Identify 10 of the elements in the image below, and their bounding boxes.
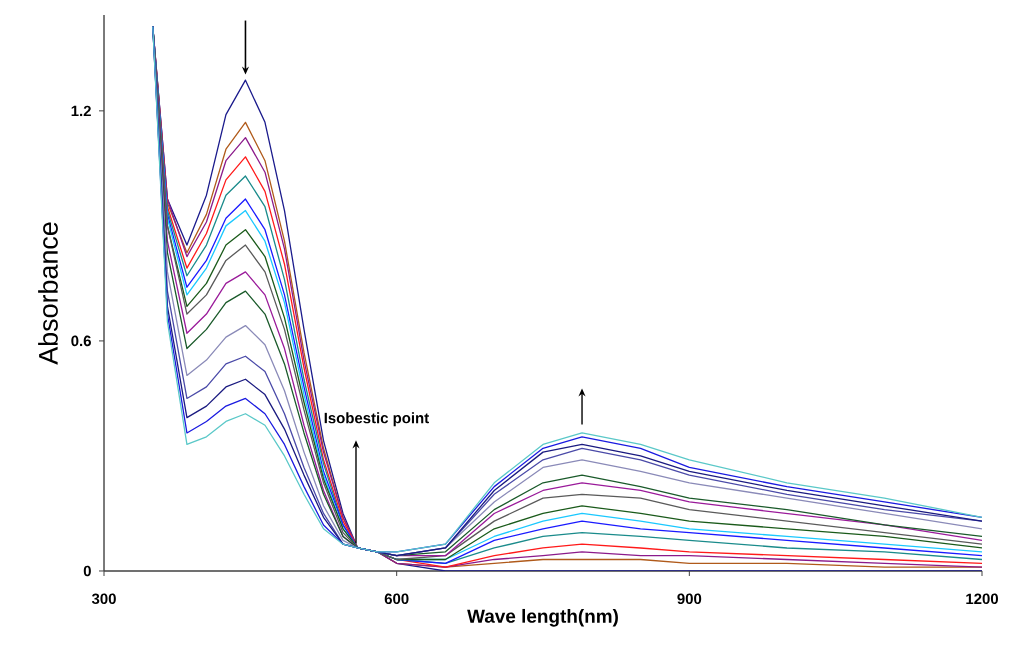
- annotation: Isobestic point: [324, 412, 429, 427]
- x-axis-title: Wave length(nm): [467, 608, 618, 627]
- x-tick-label: 600: [384, 593, 409, 605]
- y-tick-label: 0.6: [71, 335, 91, 347]
- x-tick-label: 900: [677, 593, 702, 605]
- y-axis-title: Absorbance: [38, 222, 58, 365]
- y-tick-label: 1.2: [71, 105, 91, 117]
- y-tick-label: 0: [83, 565, 91, 577]
- x-tick-label: 1200: [966, 593, 998, 605]
- x-tick-label: 300: [91, 593, 116, 605]
